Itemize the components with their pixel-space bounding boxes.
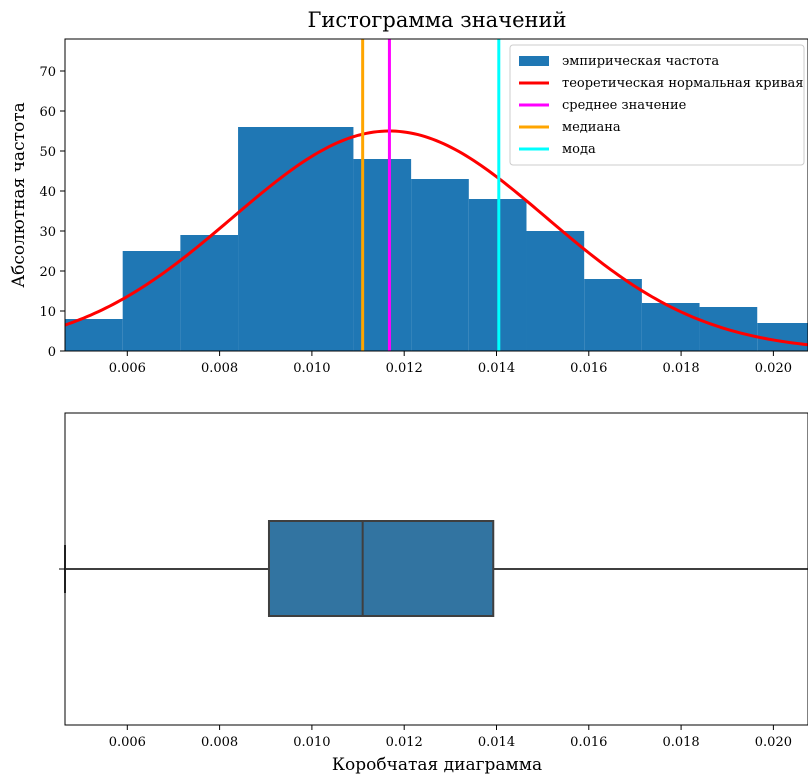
histogram-x-tick-label: 0.020 — [755, 361, 792, 376]
boxplot-x-tick-label: 0.018 — [662, 735, 699, 750]
histogram-x-tick-label: 0.006 — [109, 361, 146, 376]
histogram-y-tick-label: 20 — [39, 265, 56, 280]
normal-curve — [64, 129, 808, 347]
histogram-bar — [65, 319, 123, 351]
histogram-x-tick-label: 0.012 — [386, 361, 423, 376]
boxplot-x-ticks: 0.006 0.008 0.010 0.012 0.014 0.016 0.018 0.020 — [109, 725, 792, 750]
boxplot-x-tick-label: 0.012 — [386, 735, 423, 750]
legend-label-mode: мода — [562, 142, 596, 157]
histogram-x-tick-label: 0.010 — [293, 361, 330, 376]
legend-label-hist: эмпирическая частота — [562, 54, 719, 69]
histogram-y-tick-label: 70 — [39, 65, 56, 80]
histogram-bar — [584, 279, 642, 351]
histogram-bar — [411, 179, 469, 351]
boxplot-panel: 0.006 0.008 0.010 0.012 0.014 0.016 0.018 0.020… — [59, 412, 808, 775]
boxplot-x-axis-label: Коробчатая диаграмма — [332, 755, 542, 775]
iqr-box — [267, 520, 495, 617]
legend-swatch-hist — [519, 56, 549, 66]
histogram-bar — [757, 323, 808, 351]
boxplot-x-tick-label: 0.014 — [478, 735, 515, 750]
reference-lines — [361, 39, 501, 351]
legend-label-mean: среднее значение — [562, 98, 687, 113]
histogram-panel: Гистограмма значений Абсолютная частота … — [9, 8, 808, 376]
histogram-bar — [238, 127, 354, 351]
histogram-y-ticks: 0 10 20 30 40 50 60 70 — [39, 65, 65, 360]
boxplot-x-tick-label: 0.010 — [293, 735, 330, 750]
histogram-y-tick-label: 10 — [39, 305, 56, 320]
boxplot-shapes — [64, 520, 808, 617]
histogram-frame — [64, 38, 808, 352]
histogram-y-tick-label: 40 — [39, 185, 56, 200]
boxplot-frame — [64, 412, 808, 726]
boxplot-x-tick-label: 0.020 — [755, 735, 792, 750]
histogram-x-tick-label: 0.014 — [478, 361, 515, 376]
histogram-title: Гистограмма значений — [307, 8, 566, 32]
legend-label-median: медиана — [562, 120, 621, 135]
legend-label-curve: теоретическая нормальная кривая — [562, 76, 804, 91]
histogram-y-tick-label: 50 — [39, 145, 56, 160]
histogram-legend: эмпирическая частота теоретическая нормал… — [509, 44, 805, 166]
histogram-x-tick-label: 0.018 — [662, 361, 699, 376]
boxplot-x-tick-label: 0.016 — [570, 735, 607, 750]
histogram-x-tick-label: 0.016 — [570, 361, 607, 376]
normal-curve-layer — [64, 129, 808, 347]
histogram-y-tick-label: 0 — [48, 345, 56, 360]
boxplot-x-tick-label: 0.006 — [109, 735, 146, 750]
legend-box — [509, 44, 805, 166]
histogram-y-axis-label: Абсолютная частота — [9, 102, 29, 288]
histogram-bar — [641, 303, 700, 351]
boxplot-x-tick-label: 0.008 — [201, 735, 238, 750]
histogram-y-tick-label: 60 — [39, 105, 56, 120]
histogram-bar — [526, 231, 585, 351]
histogram-x-ticks: 0.006 0.008 0.010 0.012 0.014 0.016 0.018 0.020 — [109, 351, 792, 376]
histogram-y-tick-label: 30 — [39, 225, 56, 240]
histogram-x-tick-label: 0.008 — [201, 361, 238, 376]
